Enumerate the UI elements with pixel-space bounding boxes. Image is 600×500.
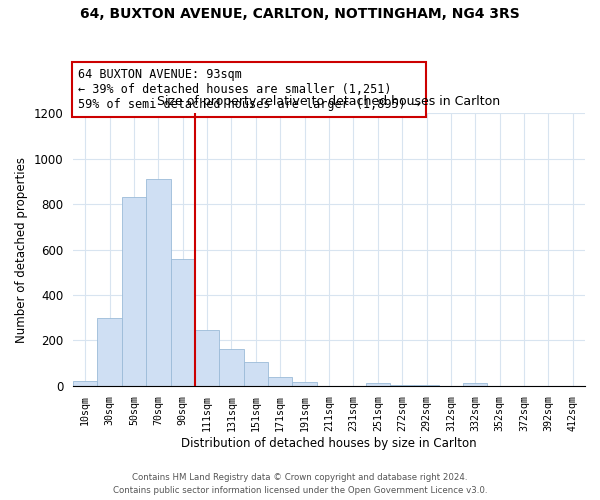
Bar (220, 350, 244, 386)
Bar (97, 318, 122, 386)
X-axis label: Distribution of detached houses by size in Carlton: Distribution of detached houses by size … (181, 437, 477, 450)
Bar (146, 179, 170, 386)
Bar (268, 378, 292, 386)
Bar (463, 384, 487, 386)
Text: 64 BUXTON AVENUE: 93sqm
← 39% of detached houses are smaller (1,251)
59% of semi: 64 BUXTON AVENUE: 93sqm ← 39% of detache… (78, 68, 420, 110)
Bar (195, 330, 220, 386)
Title: Size of property relative to detached houses in Carlton: Size of property relative to detached ho… (157, 95, 500, 108)
Bar (415, 385, 439, 386)
Bar (122, 198, 146, 386)
Bar (365, 384, 390, 386)
Bar (390, 385, 415, 386)
Text: 64, BUXTON AVENUE, CARLTON, NOTTINGHAM, NG4 3RS: 64, BUXTON AVENUE, CARLTON, NOTTINGHAM, … (80, 8, 520, 22)
Bar (73, 381, 97, 386)
Text: Contains HM Land Registry data © Crown copyright and database right 2024.
Contai: Contains HM Land Registry data © Crown c… (113, 474, 487, 495)
Y-axis label: Number of detached properties: Number of detached properties (15, 156, 28, 342)
Bar (170, 258, 195, 386)
Bar (244, 362, 268, 386)
Bar (292, 382, 317, 386)
